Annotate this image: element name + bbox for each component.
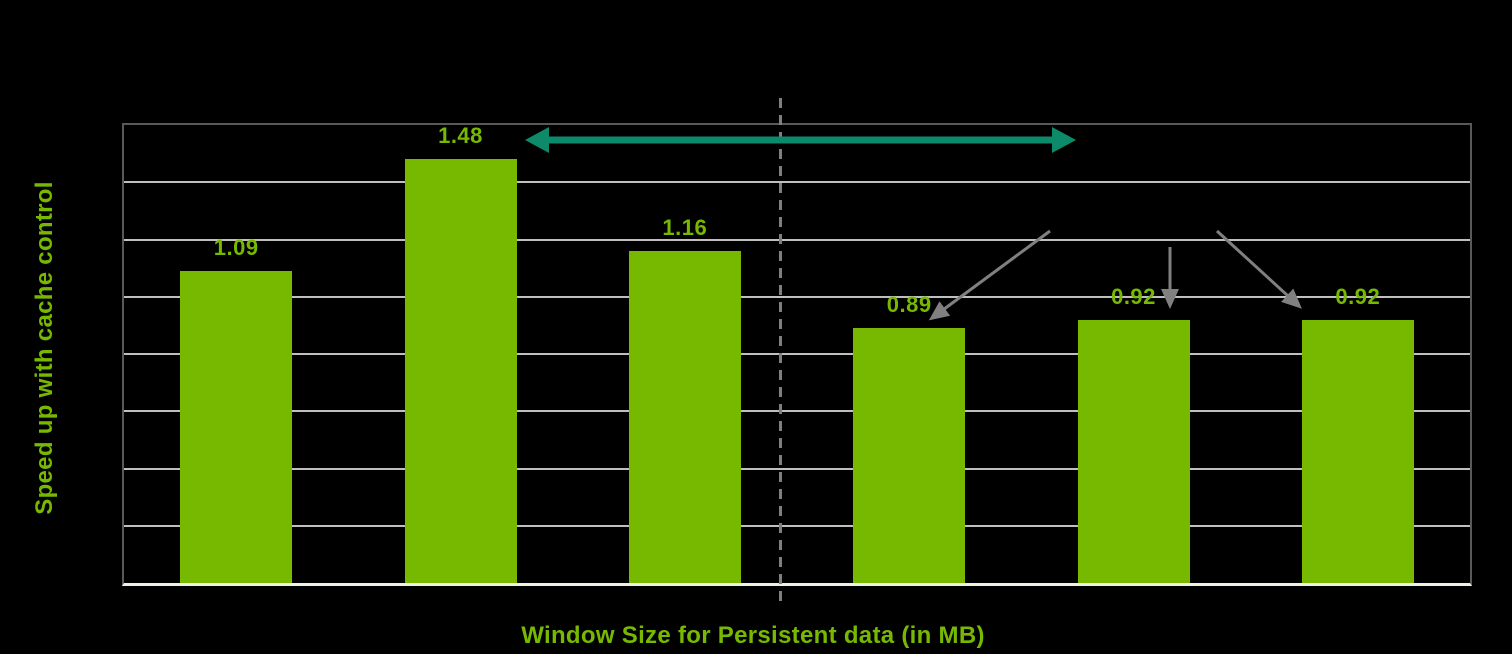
dashed-divider-line: [779, 98, 782, 603]
bar-value-label: 1.48: [438, 123, 483, 149]
bar: [180, 271, 293, 583]
gridline: [124, 524, 1470, 527]
x-axis-title: Window Size for Persistent data (in MB): [521, 622, 985, 649]
gridline: [124, 467, 1470, 470]
bar-value-label: 1.16: [662, 214, 708, 240]
bar-value-label: 0.92: [1111, 283, 1156, 309]
bar: [1077, 319, 1190, 583]
gridline: [124, 295, 1470, 298]
gridline: [124, 353, 1470, 355]
gridline: [124, 238, 1470, 241]
bar: [853, 328, 966, 583]
gridline: [124, 410, 1470, 413]
bar: [628, 250, 741, 583]
gridline: [124, 181, 1470, 184]
bar-value-label: 0.92: [1335, 283, 1381, 309]
bar-value-label: 1.09: [213, 235, 259, 260]
bar: [404, 159, 517, 583]
plot-area: 1.09 1.48 1.16 0.89 0.92 0.92: [122, 123, 1472, 586]
y-axis-title: Speed up with cache control: [31, 181, 58, 515]
bar: [1301, 319, 1414, 583]
bar-value-label: 0.89: [886, 292, 932, 318]
